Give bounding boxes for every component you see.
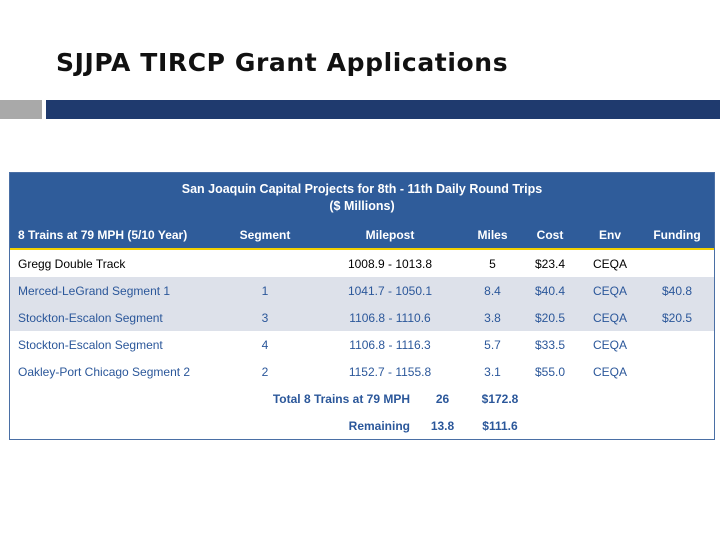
cell-miles: 8.4: [484, 283, 501, 298]
table-title-line2: ($ Millions): [329, 198, 395, 213]
col-header-project: 8 Trains at 79 MPH (5/10 Year): [18, 227, 188, 242]
total-label: Total 8 Trains at 79 MPH: [272, 391, 410, 406]
table-header-row: 8 Trains at 79 MPH (5/10 Year) Segment M…: [10, 221, 714, 250]
cell-project: Merced-LeGrand Segment 1: [18, 283, 171, 298]
cell-miles: 5: [489, 256, 496, 271]
table-row: Oakley-Port Chicago Segment 2 2 1152.7 -…: [10, 358, 714, 385]
cell-milepost: 1106.8 - 1110.6: [349, 310, 431, 325]
table-row: Stockton-Escalon Segment 4 1106.8 - 1116…: [10, 331, 714, 358]
capital-projects-table: San Joaquin Capital Projects for 8th - 1…: [9, 172, 715, 440]
col-header-cost: Cost: [536, 227, 564, 242]
cell-miles: 3.8: [484, 310, 501, 325]
cell-milepost: 1008.9 - 1013.8: [347, 256, 433, 271]
total-miles: 26: [435, 391, 450, 406]
table-row: Merced-LeGrand Segment 1 1 1041.7 - 1050…: [10, 277, 714, 304]
cell-cost: $55.0: [534, 364, 566, 379]
cell-funding: $20.5: [661, 310, 693, 325]
accent-bar-gray: [0, 100, 42, 119]
cell-miles: 3.1: [484, 364, 501, 379]
slide-title: SJJPA TIRCP Grant Applications: [56, 48, 509, 77]
table-row: Gregg Double Track 1008.9 - 1013.8 5 $23…: [10, 250, 714, 277]
cell-project: Stockton-Escalon Segment: [18, 337, 163, 352]
cell-segment: 2: [261, 364, 269, 379]
col-header-funding: Funding: [653, 227, 701, 242]
cell-milepost: 1152.7 - 1155.8: [348, 364, 432, 379]
cell-project: Stockton-Escalon Segment: [18, 310, 163, 325]
cell-env: CEQA: [592, 256, 627, 271]
remaining-cost: $111.6: [482, 418, 518, 433]
cell-milepost: 1041.7 - 1050.1: [347, 283, 433, 298]
cell-funding: $40.8: [661, 283, 693, 298]
col-header-miles: Miles: [477, 227, 508, 242]
col-header-env: Env: [598, 227, 621, 242]
total-cost: $172.8: [481, 391, 519, 406]
cell-cost: $33.5: [534, 337, 566, 352]
remaining-miles: 13.8: [430, 418, 455, 433]
cell-cost: $40.4: [534, 283, 566, 298]
cell-cost: $23.4: [534, 256, 566, 271]
cell-cost: $20.5: [534, 310, 566, 325]
cell-env: CEQA: [592, 337, 627, 352]
col-header-milepost: Milepost: [365, 227, 415, 242]
table-row: Stockton-Escalon Segment 3 1106.8 - 1110…: [10, 304, 714, 331]
cell-env: CEQA: [592, 364, 627, 379]
accent-bar-navy: [46, 100, 720, 119]
table-title: San Joaquin Capital Projects for 8th - 1…: [10, 173, 714, 221]
cell-segment: 4: [261, 337, 269, 352]
table-title-line1: San Joaquin Capital Projects for 8th - 1…: [181, 181, 543, 196]
total-row: Total 8 Trains at 79 MPH 26 $172.8: [10, 385, 714, 412]
cell-project: Oakley-Port Chicago Segment 2: [18, 364, 191, 379]
cell-env: CEQA: [592, 283, 627, 298]
cell-segment: 3: [261, 310, 269, 325]
cell-milepost: 1106.8 - 1116.3: [349, 337, 431, 352]
cell-env: CEQA: [592, 310, 627, 325]
col-header-segment: Segment: [239, 227, 291, 242]
cell-project: Gregg Double Track: [18, 256, 126, 271]
remaining-label: Remaining: [348, 418, 410, 433]
cell-miles: 5.7: [484, 337, 501, 352]
remaining-row: Remaining 13.8 $111.6: [10, 412, 714, 439]
cell-segment: 1: [261, 283, 269, 298]
